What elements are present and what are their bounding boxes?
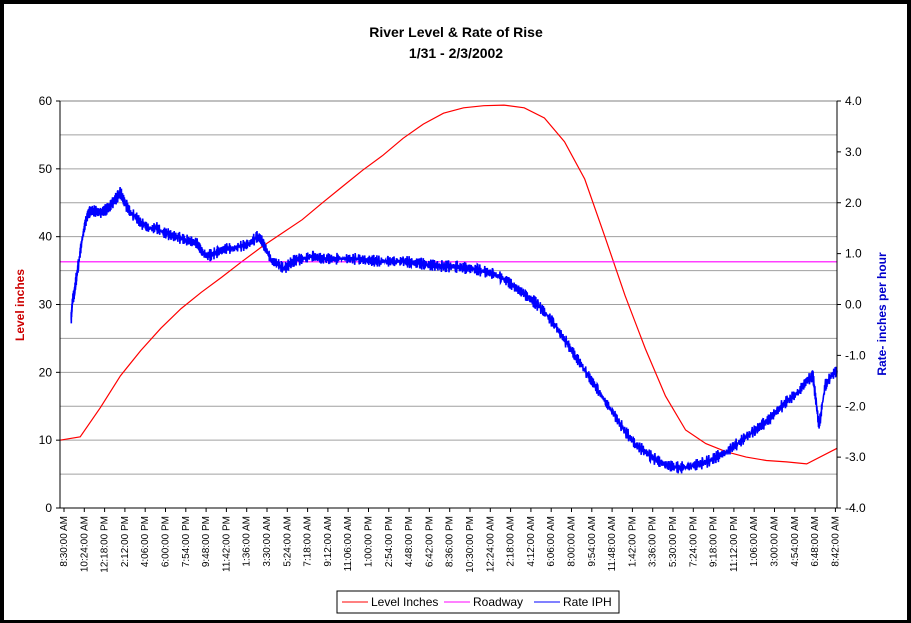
left-tick-label: 10 <box>39 433 53 447</box>
x-tick-label: 11:48:00 AM <box>607 516 618 571</box>
x-tick-label: 2:12:00 PM <box>120 516 131 567</box>
x-tick-label: 7:54:00 PM <box>181 516 192 567</box>
x-tick-label: 6:48:00 AM <box>810 516 821 567</box>
x-tick-label: 1:00:00 PM <box>364 516 375 567</box>
left-axis-label: Level inches <box>13 269 27 341</box>
series-layer <box>59 104 838 474</box>
x-tick-label: 9:18:00 PM <box>709 516 720 567</box>
x-tick-label: 4:48:00 PM <box>404 516 415 567</box>
x-tick-label: 5:30:00 PM <box>668 516 679 567</box>
right-tick-label: 0.0 <box>845 298 862 312</box>
left-axis-ticks: 0 10 20 30 40 50 60 <box>39 94 60 515</box>
x-tick-label: 8:30:00 AM <box>59 516 70 567</box>
legend-box <box>336 590 620 614</box>
x-tick-label: 5:24:00 AM <box>282 516 293 567</box>
x-tick-label: 7:18:00 AM <box>303 516 314 567</box>
gridlines <box>60 134 837 475</box>
x-tick-label: 3:00:00 AM <box>770 516 781 567</box>
x-tick-label: 3:30:00 AM <box>262 516 273 567</box>
left-tick-label: 50 <box>39 162 53 176</box>
chart-frame: River Level & Rate of Rise 1/31 - 2/3/20… <box>3 3 908 621</box>
x-tick-label: 4:12:00 AM <box>526 516 537 567</box>
right-axis-label: Rate- inches per hour <box>875 252 889 376</box>
x-tick-label: 7:24:00 PM <box>688 516 699 567</box>
legend-label-rate: Rate IPH <box>563 595 612 609</box>
x-tick-label: 2:54:00 PM <box>384 516 395 567</box>
x-tick-label: 8:42:00 AM <box>830 516 841 567</box>
legend-label-level: Level Inches <box>371 595 438 609</box>
x-tick-label: 6:06:00 AM <box>546 516 557 567</box>
right-tick-label: -1.0 <box>845 348 866 362</box>
x-tick-label: 11:06:00 AM <box>343 516 354 571</box>
right-tick-label: -3.0 <box>845 450 866 464</box>
x-tick-label: 9:54:00 AM <box>587 516 598 567</box>
legend: Level Inches Roadway Rate IPH <box>336 590 620 614</box>
right-tick-label: 2.0 <box>845 196 862 210</box>
right-tick-label: -4.0 <box>845 501 866 515</box>
x-tick-label: 4:54:00 AM <box>790 516 801 567</box>
legend-label-roadway: Roadway <box>473 595 523 609</box>
x-tick-label: 1:06:00 AM <box>749 516 760 567</box>
x-tick-label: 1:36:00 AM <box>242 516 253 567</box>
left-tick-label: 0 <box>45 501 52 515</box>
chart-title: River Level & Rate of Rise <box>369 24 543 40</box>
x-tick-label: 3:36:00 PM <box>648 516 659 567</box>
x-tick-label: 11:12:00 PM <box>729 516 740 572</box>
x-tick-label: 1:42:00 PM <box>627 516 638 567</box>
right-tick-label: 1.0 <box>845 247 862 261</box>
series-line-rate-iph <box>70 186 838 474</box>
x-axis-ticks: 8:30:00 AM 10:24:00 AM 12:18:00 PM 2:12:00 … <box>59 508 841 573</box>
x-tick-label: 2:18:00 AM <box>506 516 517 567</box>
x-tick-label: 8:00:00 AM <box>567 516 578 567</box>
x-tick-label: 6:00:00 PM <box>161 516 172 567</box>
left-tick-label: 40 <box>39 230 53 244</box>
x-tick-label: 6:42:00 PM <box>424 516 435 567</box>
x-tick-label: 12:18:00 PM <box>100 516 111 573</box>
left-tick-label: 20 <box>39 365 53 379</box>
x-tick-label: 8:36:00 PM <box>445 516 456 567</box>
x-tick-label: 10:24:00 AM <box>79 516 90 572</box>
x-tick-label: 12:24:00 AM <box>485 516 496 572</box>
left-tick-label: 30 <box>39 298 53 312</box>
x-tick-label: 10:30:00 PM <box>465 516 476 573</box>
chart-subtitle: 1/31 - 2/3/2002 <box>409 45 503 61</box>
x-tick-label: 9:48:00 PM <box>201 516 212 567</box>
x-tick-label: 4:06:00 PM <box>140 516 151 567</box>
left-tick-label: 60 <box>39 94 53 108</box>
right-tick-label: 4.0 <box>845 94 862 108</box>
river-level-chart: River Level & Rate of Rise 1/31 - 2/3/20… <box>13 24 889 614</box>
x-tick-label: 9:12:00 AM <box>323 516 334 567</box>
right-tick-label: 3.0 <box>845 145 862 159</box>
right-tick-label: -2.0 <box>845 399 866 413</box>
right-axis-ticks: -4.0 -3.0 -2.0 -1.0 0.0 1.0 2.0 3.0 4.0 <box>837 94 866 515</box>
series-line-level-inches <box>59 104 838 465</box>
x-tick-label: 11:42:00 PM <box>221 516 232 572</box>
